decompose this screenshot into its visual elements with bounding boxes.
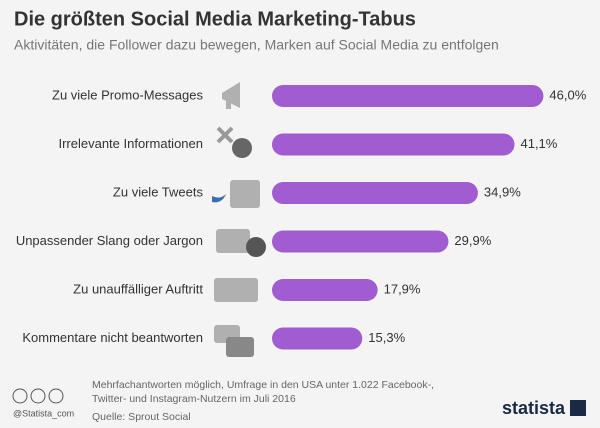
bar — [272, 230, 449, 253]
source: Quelle: Sprout Social — [92, 411, 191, 423]
category-label: Unpassender Slang oder Jargon — [16, 233, 203, 248]
brand-mark — [570, 400, 586, 416]
bar — [272, 182, 478, 204]
license-icon — [30, 388, 46, 404]
bar — [272, 279, 378, 301]
value-label: 15,3% — [368, 330, 405, 345]
category-label: Zu viele Tweets — [113, 184, 204, 199]
category-label: Kommentare nicht beantworten — [22, 330, 203, 345]
value-label: 34,9% — [484, 184, 521, 199]
value-label: 29,9% — [454, 233, 491, 248]
icon-tweets — [230, 180, 260, 208]
icon-megaphone — [222, 82, 240, 108]
value-label: 46,0% — [549, 87, 586, 102]
license-icons — [12, 388, 64, 404]
icon-alert — [246, 237, 266, 257]
icon-dots-bubble — [226, 337, 254, 357]
icon-x — [216, 126, 234, 144]
brand-logo: statista — [502, 398, 566, 418]
icon-megaphone — [226, 99, 231, 109]
license-icon — [48, 388, 64, 404]
icon-dots-bubble — [214, 278, 258, 302]
footnote: Mehrfachantworten möglich, Umfrage in de… — [92, 379, 434, 391]
chart-subtitle: Aktivitäten, die Follower dazu bewegen, … — [14, 37, 499, 53]
icons — [212, 82, 266, 357]
icon-bubble — [216, 229, 250, 253]
value-label: 41,1% — [520, 136, 557, 151]
footnote: Twitter- und Instagram-Nutzern im Juli 2… — [92, 393, 296, 405]
category-label: Zu viele Promo-Messages — [52, 87, 203, 102]
chart-title: Die größten Social Media Marketing-Tabus — [14, 8, 416, 30]
bar — [272, 85, 544, 107]
category-label: Irrelevante Informationen — [58, 136, 203, 151]
icon-info — [232, 138, 252, 158]
category-label: Zu unauffälliger Auftritt — [73, 281, 203, 296]
license-icon — [12, 388, 28, 404]
value-label: 17,9% — [384, 281, 421, 296]
bar — [272, 133, 515, 156]
handle: @Statista_com — [13, 408, 74, 418]
icon-bird — [212, 194, 226, 203]
bar — [272, 327, 363, 350]
